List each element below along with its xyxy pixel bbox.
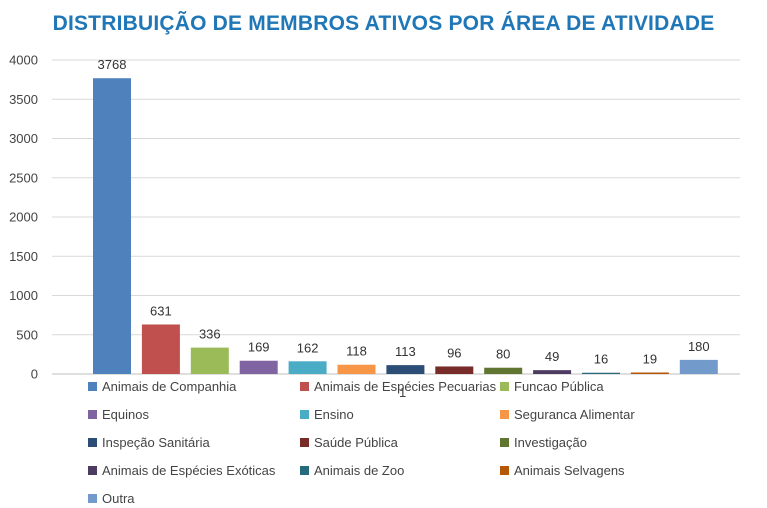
legend-label: Animais de Zoo bbox=[314, 462, 405, 478]
legend-item: Animais de Zoo bbox=[300, 461, 404, 479]
bar bbox=[630, 372, 669, 374]
data-label: 118 bbox=[346, 344, 367, 359]
legend-swatch bbox=[500, 437, 509, 447]
data-label: 19 bbox=[643, 352, 657, 367]
bar bbox=[141, 324, 180, 374]
legend-item: Animais Selvagens bbox=[500, 461, 625, 479]
data-label: 162 bbox=[297, 340, 319, 355]
legend-swatch bbox=[500, 381, 509, 391]
data-label: 80 bbox=[496, 347, 510, 362]
legend-item: Equinos bbox=[88, 405, 149, 423]
y-tick-label: 1500 bbox=[9, 249, 38, 264]
legend-item: Investigação bbox=[500, 433, 587, 451]
y-tick-label: 0 bbox=[31, 367, 38, 382]
chart-title: DISTRIBUIÇÃO DE MEMBROS ATIVOS POR ÁREA … bbox=[52, 12, 715, 35]
bar bbox=[484, 367, 523, 374]
y-axis: 0 500 1000 1500 2000 2500 3000 3500 4000 bbox=[9, 53, 38, 382]
data-label: 169 bbox=[248, 340, 270, 355]
bar bbox=[93, 78, 131, 374]
legend-label: Seguranca Alimentar bbox=[514, 406, 635, 422]
legend-label: Saúde Pública bbox=[314, 434, 398, 450]
legend-item: Seguranca Alimentar bbox=[500, 405, 635, 423]
legend-swatch bbox=[88, 493, 97, 503]
data-label: 336 bbox=[199, 327, 221, 342]
legend-swatch bbox=[300, 465, 309, 475]
legend-swatch bbox=[88, 465, 97, 475]
y-tick-label: 3000 bbox=[9, 131, 38, 146]
legend-label: Animais de Companhia bbox=[102, 378, 237, 394]
bars bbox=[93, 78, 718, 374]
stray-label: 1 bbox=[399, 385, 407, 400]
legend-swatch bbox=[500, 465, 509, 475]
legend-label: Animais de Espécies Exóticas bbox=[102, 462, 276, 478]
bar bbox=[533, 370, 572, 374]
y-tick-label: 2500 bbox=[9, 170, 38, 185]
data-label: 96 bbox=[447, 345, 461, 360]
legend-label: Animais Selvagens bbox=[514, 462, 625, 478]
legend-label: Investigação bbox=[514, 434, 587, 450]
legend-swatch bbox=[88, 409, 97, 419]
data-label: 16 bbox=[594, 352, 608, 367]
bar bbox=[679, 359, 718, 374]
legend-label: Ensino bbox=[314, 406, 354, 422]
data-label: 113 bbox=[395, 344, 416, 359]
data-label: 49 bbox=[545, 349, 559, 364]
legend-item: Animais de Companhia bbox=[88, 377, 236, 395]
legend-label: Animais de Espécies Pecuarias bbox=[314, 378, 497, 394]
legend-item: Outra bbox=[88, 489, 135, 507]
y-tick-label: 4000 bbox=[9, 53, 38, 68]
legend-label: Outra bbox=[102, 490, 135, 506]
data-label: 180 bbox=[688, 339, 710, 354]
legend-label: Equinos bbox=[102, 406, 149, 422]
legend-label: Funcao Pública bbox=[514, 378, 604, 394]
bar bbox=[435, 366, 474, 374]
legend-item: Funcao Pública bbox=[500, 377, 604, 395]
legend-swatch bbox=[88, 437, 97, 447]
legend-item: Animais de Espécies Exóticas bbox=[88, 461, 275, 479]
bar bbox=[337, 364, 376, 374]
y-tick-label: 2000 bbox=[9, 210, 38, 225]
legend-label: Inspeção Sanitária bbox=[102, 434, 210, 450]
legend-item: Inspeção Sanitária bbox=[88, 433, 210, 451]
legend-swatch bbox=[88, 381, 97, 391]
bar bbox=[288, 361, 327, 374]
legend-swatch bbox=[300, 409, 309, 419]
legend-item: Saúde Pública bbox=[300, 433, 398, 451]
legend-item: Ensino bbox=[300, 405, 354, 423]
data-label: 631 bbox=[150, 303, 172, 318]
y-tick-label: 3500 bbox=[9, 92, 38, 107]
y-tick-label: 500 bbox=[16, 327, 38, 342]
legend-item: Animais de Espécies Pecuarias bbox=[300, 377, 496, 395]
bar bbox=[239, 360, 278, 374]
legend-swatch bbox=[300, 437, 309, 447]
y-tick-label: 1000 bbox=[9, 288, 38, 303]
data-label: 3768 bbox=[98, 57, 127, 72]
data-labels: 3768 631 336 169 162 118 113 96 80 49 16 19 180 bbox=[98, 57, 710, 367]
legend-swatch bbox=[300, 381, 309, 391]
bar bbox=[582, 372, 620, 374]
bar bbox=[190, 347, 229, 374]
legend-swatch bbox=[500, 409, 509, 419]
bar bbox=[386, 365, 425, 374]
